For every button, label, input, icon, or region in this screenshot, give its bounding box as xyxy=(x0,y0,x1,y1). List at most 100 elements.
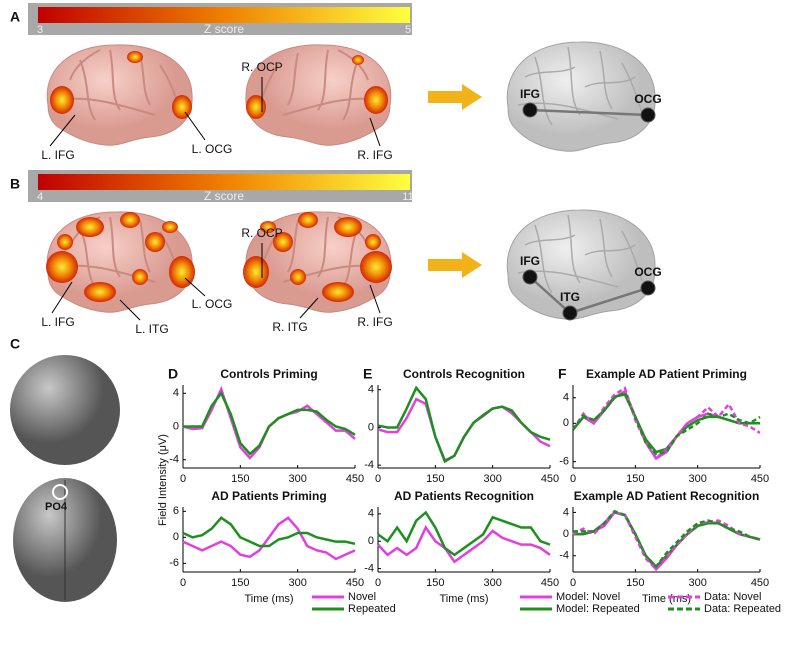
x-tick-label: 300 xyxy=(288,473,306,485)
activation xyxy=(246,95,266,119)
node-label: IFG xyxy=(520,254,540,268)
activation xyxy=(127,51,143,63)
region-label: L. IFG xyxy=(41,148,74,162)
panel-letter: F xyxy=(558,366,567,382)
leader-line xyxy=(299,297,319,319)
chart-title: AD Patients Priming xyxy=(211,489,326,503)
arrow xyxy=(428,252,482,278)
connection xyxy=(529,108,649,117)
brain-sulcus xyxy=(342,59,359,121)
x-axis-label: Time (ms) xyxy=(642,593,691,605)
node-label: OCG xyxy=(634,265,661,279)
series-line xyxy=(573,510,761,572)
activation xyxy=(334,217,362,237)
x-tick-label: 300 xyxy=(688,473,706,485)
glass-brain xyxy=(506,209,656,320)
glass-sulcus xyxy=(567,46,581,116)
connection xyxy=(529,276,571,314)
activation xyxy=(260,221,276,233)
x-tick-label: 300 xyxy=(483,473,501,485)
region-label: R. IFG xyxy=(357,315,392,329)
x-tick-label: 450 xyxy=(346,577,364,589)
x-tick-label: 150 xyxy=(231,473,249,485)
y-tick-label: -4 xyxy=(364,459,374,471)
series-line xyxy=(572,393,760,454)
y-tick-label: -6 xyxy=(169,557,179,569)
brain-sulcus xyxy=(79,59,96,121)
activation xyxy=(364,86,388,114)
node xyxy=(522,269,538,285)
y-tick-label: 0 xyxy=(563,417,569,429)
series-line xyxy=(377,397,551,463)
panel-letter: A xyxy=(10,9,20,25)
network-brain: IFG OCG xyxy=(506,41,662,152)
activation xyxy=(57,234,73,250)
glass-sulcus xyxy=(621,230,643,282)
region-label: R. ITG xyxy=(272,320,307,334)
glass-sulcus xyxy=(524,66,576,78)
series-line xyxy=(377,385,551,464)
legend-label: Novel xyxy=(348,591,376,603)
x-tick-label: 0 xyxy=(375,577,381,589)
activation xyxy=(46,251,78,283)
region-label: R. OCP xyxy=(241,60,282,74)
electrode-marker xyxy=(52,484,68,500)
activation xyxy=(360,251,392,283)
legend-label: Repeated xyxy=(348,603,396,615)
region-label: L. ITG xyxy=(135,322,168,336)
brain-sulcus xyxy=(287,219,299,273)
x-tick-label: 450 xyxy=(346,473,364,485)
node xyxy=(640,280,656,296)
x-tick-label: 0 xyxy=(570,577,576,589)
series-line xyxy=(377,525,551,564)
brain-surface xyxy=(46,211,195,313)
glass-sulcus xyxy=(534,224,553,294)
x-tick-label: 150 xyxy=(231,577,249,589)
leader-line xyxy=(184,277,206,297)
colorbar-tick-label: 11 xyxy=(402,191,413,203)
series-line xyxy=(377,510,551,557)
series-line xyxy=(571,390,761,456)
activation xyxy=(352,55,364,65)
series-line xyxy=(182,516,356,561)
x-tick-label: 150 xyxy=(426,577,444,589)
node xyxy=(522,102,538,118)
y-tick-label: 4 xyxy=(368,508,374,520)
region-label: L. OCG xyxy=(192,142,233,156)
chart-title: Example AD Patient Priming xyxy=(586,367,747,381)
glass-sulcus xyxy=(524,234,576,246)
series-line xyxy=(571,386,761,461)
leader-line xyxy=(51,281,73,314)
x-tick-label: 450 xyxy=(751,473,769,485)
activation xyxy=(290,269,306,285)
region-label: L. IFG xyxy=(41,315,74,329)
x-tick-label: 0 xyxy=(180,577,186,589)
series-line xyxy=(182,385,356,460)
region-label: R. IFG xyxy=(357,148,392,162)
arrow xyxy=(428,84,482,110)
series-line xyxy=(183,390,356,456)
brain-surface xyxy=(243,211,392,313)
panel-letter: C xyxy=(10,336,20,352)
node-label: ITG xyxy=(560,290,580,304)
panel-letter: E xyxy=(363,366,372,382)
activation xyxy=(50,86,74,114)
series-line xyxy=(572,511,761,572)
colorbar-title: Z score xyxy=(204,189,244,203)
legend-label: Model: Repeated xyxy=(556,603,640,615)
activation xyxy=(322,282,354,302)
legend-label: Data: Novel xyxy=(704,591,761,603)
x-tick-label: 450 xyxy=(541,473,559,485)
node-label: OCG xyxy=(634,92,661,106)
y-tick-label: 0 xyxy=(368,535,374,547)
activation xyxy=(172,95,192,119)
chart-title: AD Patients Recognition xyxy=(394,489,534,503)
x-tick-label: 150 xyxy=(626,473,644,485)
x-tick-label: 0 xyxy=(180,473,186,485)
glass-sulcus xyxy=(584,76,636,88)
activation xyxy=(243,256,269,288)
activation xyxy=(132,269,148,285)
legend-label: Model: Novel xyxy=(556,591,620,603)
colorbar-tick-label: 4 xyxy=(37,191,43,203)
